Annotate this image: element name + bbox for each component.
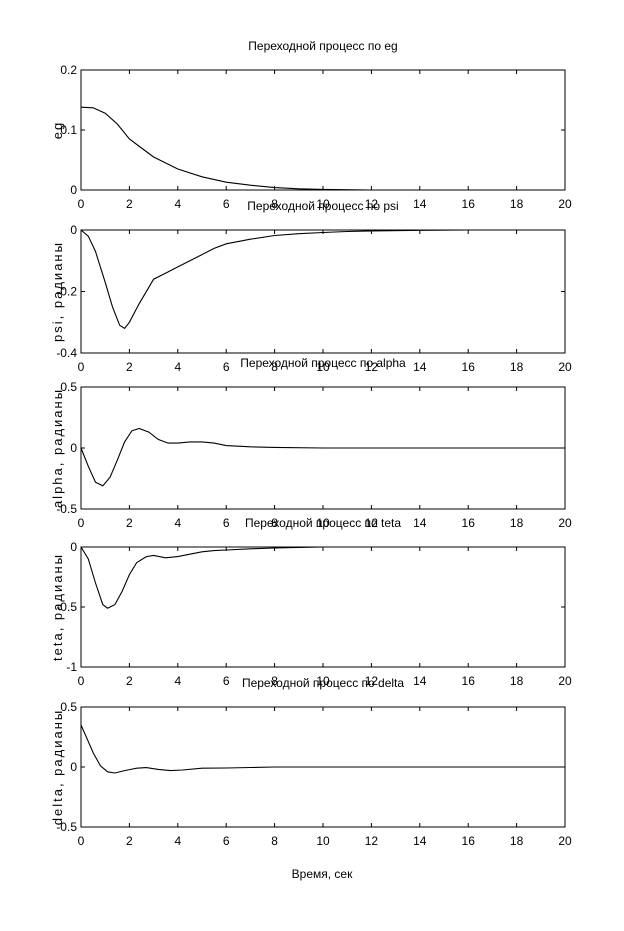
subplot-4: Переходной процесс по teta teta, радианы 0… (50, 516, 572, 688)
x-tick-label: 20 (558, 360, 572, 374)
x-tick-label: 20 (558, 197, 572, 211)
y-tick-label: 0.1 (60, 123, 77, 137)
y-tick-label: -1 (66, 660, 77, 674)
plot-frame (80, 229, 566, 354)
x-tick-label: 10 (316, 674, 330, 688)
x-tick-label: 12 (365, 834, 379, 848)
y-tick-label: 0 (70, 540, 77, 554)
y-tick-label: 0.5 (60, 700, 77, 714)
y-tick-label: 0.2 (60, 63, 77, 77)
x-tick-label: 4 (174, 516, 181, 530)
x-tick-label: 14 (413, 197, 427, 211)
x-tick-label: 18 (510, 197, 524, 211)
x-tick-label: 2 (126, 674, 133, 688)
x-tick-label: 16 (462, 516, 476, 530)
x-tick-label: 2 (126, 516, 133, 530)
x-tick-label: 8 (271, 360, 278, 374)
x-tick-label: 14 (413, 360, 427, 374)
series-line (80, 229, 565, 330)
x-tick-label: 0 (78, 360, 85, 374)
y-tick-label: -0.5 (56, 600, 77, 614)
x-tick-label: 4 (174, 834, 181, 848)
y-axis-label: psi, радианы (50, 241, 65, 342)
x-tick-label: 4 (174, 674, 181, 688)
y-tick-label: 0 (70, 760, 77, 774)
plot-frame (80, 69, 566, 191)
x-tick-label: 12 (365, 360, 379, 374)
series-line (80, 724, 565, 774)
y-tick-label: 0 (70, 441, 77, 455)
y-tick-label: -0.4 (56, 346, 77, 360)
x-tick-label: 4 (174, 360, 181, 374)
x-tick-label: 14 (413, 674, 427, 688)
x-tick-label: 6 (223, 674, 230, 688)
x-tick-label: 20 (558, 674, 572, 688)
x-tick-label: 0 (78, 834, 85, 848)
series-line (80, 106, 565, 191)
x-tick-label: 20 (558, 516, 572, 530)
x-tick-label: 10 (316, 516, 330, 530)
x-tick-label: 8 (271, 516, 278, 530)
plot-title: Переходной процесс по alpha (240, 356, 406, 370)
x-tick-label: 4 (174, 197, 181, 211)
x-tick-label: 0 (78, 197, 85, 211)
x-tick-label: 8 (271, 834, 278, 848)
y-axis-label: alpha, радианы (50, 388, 65, 508)
subplot-5: Переходной процесс по delta delta, радиан… (50, 676, 572, 848)
x-tick-label: 6 (223, 516, 230, 530)
x-tick-label: 6 (223, 197, 230, 211)
x-tick-label: 20 (558, 834, 572, 848)
x-tick-label: 6 (223, 834, 230, 848)
y-tick-label: 0.5 (60, 380, 77, 394)
x-tick-label: 18 (510, 516, 524, 530)
x-tick-label: 18 (510, 834, 524, 848)
y-axis-label: eg (50, 121, 65, 139)
plot-title: Переходной процесс по eg (248, 39, 397, 53)
x-axis-label: Время, сек (292, 867, 353, 881)
x-tick-label: 10 (316, 197, 330, 211)
x-tick-label: 2 (126, 360, 133, 374)
plot-frame (80, 546, 566, 668)
x-tick-label: 6 (223, 360, 230, 374)
x-tick-label: 16 (462, 360, 476, 374)
x-tick-label: 16 (462, 674, 476, 688)
x-tick-label: 16 (462, 197, 476, 211)
x-tick-label: 2 (126, 834, 133, 848)
plot-title: Переходной процесс по teta (245, 516, 401, 530)
x-tick-label: 0 (78, 516, 85, 530)
x-tick-label: 18 (510, 360, 524, 374)
x-tick-label: 16 (462, 834, 476, 848)
series-line (80, 427, 565, 487)
x-tick-label: 0 (78, 674, 85, 688)
plot-title: Переходной процесс по psi (247, 199, 398, 213)
y-tick-label: 0 (70, 183, 77, 197)
plot-title: Переходной процесс по delta (242, 676, 404, 690)
x-tick-label: 2 (126, 197, 133, 211)
x-tick-label: 12 (365, 674, 379, 688)
y-tick-label: -0.5 (56, 820, 77, 834)
x-tick-label: 12 (365, 516, 379, 530)
subplot-1: Переходной процесс по eg eg 0 2 4 6 8 10 12 14 16 1… (50, 39, 572, 211)
y-tick-label: 0 (70, 223, 77, 237)
x-tick-label: 18 (510, 674, 524, 688)
x-tick-label: 14 (413, 834, 427, 848)
subplot-2: Переходной процесс по psi psi, радианы 0 2 4… (50, 199, 572, 374)
x-tick-label: 8 (271, 197, 278, 211)
y-tick-label: -0.2 (56, 285, 77, 299)
y-tick-label: -0.5 (56, 502, 77, 516)
y-axis-label: teta, радианы (50, 553, 65, 661)
subplot-3: Переходной процесс по alpha alpha, радиан… (50, 356, 572, 530)
x-tick-label: 12 (365, 197, 379, 211)
x-tick-label: 10 (316, 834, 330, 848)
series-line (80, 546, 565, 609)
y-axis-label: delta, радианы (50, 709, 65, 825)
x-tick-label: 8 (271, 674, 278, 688)
x-tick-label: 14 (413, 516, 427, 530)
x-tick-label: 10 (316, 360, 330, 374)
